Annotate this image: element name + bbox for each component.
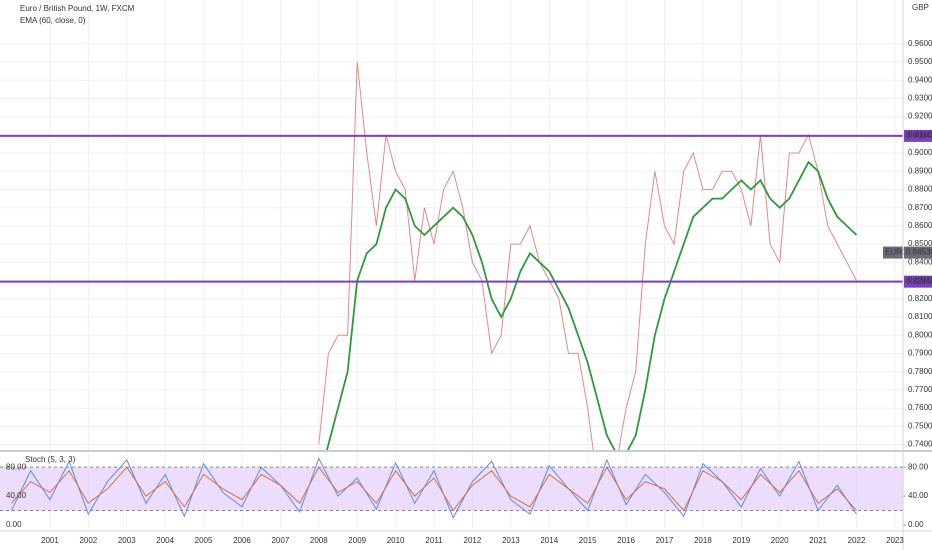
stoch-title: Stoch (5, 3, 3) — [25, 455, 76, 464]
series-line — [11, 457, 857, 519]
x-tick-label: 2020 — [771, 536, 789, 545]
x-tick-label: 2021 — [809, 536, 827, 545]
x-tick-label: 2016 — [617, 536, 635, 545]
stoch-tick-label-left: 40.00 — [6, 491, 27, 500]
x-tick-label: 2004 — [156, 536, 174, 545]
price-unit: GBP — [912, 3, 929, 12]
chart-title: Euro / British Pound, 1W, FXCM — [20, 4, 135, 13]
x-tick-label: 2022 — [848, 536, 866, 545]
x-tick-label: 2001 — [41, 536, 59, 545]
x-tick-label: 2005 — [195, 536, 213, 545]
grid — [0, 0, 906, 530]
legend-ema: EMA (60, close, 0) — [20, 16, 86, 25]
last-price-name: EURGBP — [885, 248, 919, 257]
series-line — [318, 61, 857, 450]
series-line — [11, 466, 857, 512]
level-label-box — [904, 129, 932, 142]
x-tick-label: 2015 — [579, 536, 597, 545]
series-line — [326, 160, 858, 450]
x-tick-label: 2013 — [502, 536, 520, 545]
x-tick-label: 2006 — [233, 536, 251, 545]
level-label: 0.90941 — [906, 131, 932, 140]
last-price-box — [904, 246, 932, 259]
x-tick-label: 2014 — [540, 536, 558, 545]
x-tick-label: 2009 — [348, 536, 366, 545]
x-tick-label: 2002 — [79, 536, 97, 545]
last-price-label: 0.84538 — [906, 248, 932, 257]
stoch-band — [0, 467, 903, 511]
x-tick-label: 2012 — [464, 536, 482, 545]
stoch-tick-label-left: 0.00 — [6, 520, 22, 529]
stoch-tick-label: 0.00 — [908, 520, 924, 529]
x-tick-label: 2018 — [694, 536, 712, 545]
x-tick-label: 2003 — [118, 536, 136, 545]
level-label-box — [904, 275, 932, 288]
x-tick-label: 2011 — [425, 536, 443, 545]
stoch-tick-label: 80.00 — [908, 462, 929, 471]
last-price-name-box — [883, 246, 903, 259]
main-pane — [318, 61, 858, 450]
x-tick-label: 2019 — [732, 536, 750, 545]
x-tick-label: 2023 — [886, 536, 904, 545]
x-tick-label: 2010 — [387, 536, 405, 545]
x-tick-label: 2008 — [310, 536, 328, 545]
stoch-pane — [11, 457, 857, 519]
stoch-tick-label: 40.00 — [908, 491, 929, 500]
x-tick-label: 2007 — [271, 536, 289, 545]
x-tick-label: 2017 — [656, 536, 674, 545]
level-label: 0.82940 — [906, 277, 932, 286]
stoch-tick-label-left: 80.00 — [6, 462, 27, 471]
